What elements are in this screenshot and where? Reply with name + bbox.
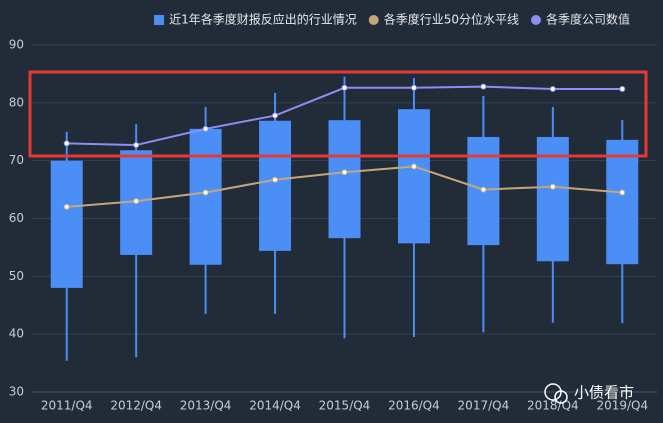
point (63, 203, 70, 210)
legend-swatch (154, 15, 165, 25)
point (63, 140, 70, 147)
legend-item: 各季度行业50分位水平线 (368, 12, 519, 27)
box (259, 120, 292, 251)
y-tick-label: 90 (9, 38, 24, 52)
legend-label: 近1年各季度财报反应出的行业情况 (169, 12, 357, 27)
watermark-text: 小债看市 (574, 384, 634, 402)
point (480, 83, 487, 90)
x-tick-label: 2017/Q4 (458, 399, 510, 413)
watermark: 小债看市 (544, 383, 634, 404)
legend-swatch (530, 15, 541, 25)
x-tick-label: 2012/Q4 (110, 399, 162, 413)
point (202, 125, 209, 132)
box (397, 109, 430, 244)
y-tick-label: 50 (9, 269, 24, 283)
point (549, 183, 556, 190)
point (619, 85, 626, 92)
box (328, 120, 361, 239)
box (606, 139, 639, 265)
highlight-box (28, 70, 648, 158)
point (480, 186, 487, 193)
point (133, 142, 140, 149)
point (202, 189, 209, 196)
legend-label: 各季度行业50分位水平线 (384, 12, 519, 27)
x-tick-label: 2018/Q4 (527, 399, 579, 413)
point (619, 189, 626, 196)
point (341, 84, 348, 91)
point (272, 176, 279, 183)
y-tick-label: 70 (9, 153, 24, 167)
y-tick-label: 30 (9, 385, 24, 399)
x-tick-label: 2013/Q4 (180, 399, 232, 413)
y-tick-label: 40 (9, 327, 24, 341)
legend-label: 各季度公司数值 (546, 12, 630, 27)
x-tick-label: 2016/Q4 (388, 399, 440, 413)
point (410, 163, 417, 170)
legend: 近1年各季度财报反应出的行业情况 各季度行业50分位水平线 各季度公司数值 (154, 12, 630, 27)
y-tick-label: 80 (9, 95, 24, 109)
box (536, 136, 569, 262)
y-tick-label: 60 (9, 211, 24, 225)
x-tick-label: 2015/Q4 (319, 399, 371, 413)
x-tick-label: 2019/Q4 (596, 399, 648, 413)
point (410, 84, 417, 91)
watermark-icon (544, 383, 562, 401)
point (341, 169, 348, 176)
legend-item: 近1年各季度财报反应出的行业情况 (154, 12, 357, 27)
point (549, 85, 556, 92)
point (133, 198, 140, 205)
box (50, 160, 83, 288)
x-tick-label: 2011/Q4 (41, 399, 93, 413)
watermark-icon (554, 390, 568, 404)
legend-swatch (368, 15, 379, 25)
legend-item: 各季度公司数值 (530, 12, 630, 27)
point (272, 112, 279, 119)
box (189, 128, 222, 265)
x-tick-label: 2014/Q4 (249, 399, 301, 413)
